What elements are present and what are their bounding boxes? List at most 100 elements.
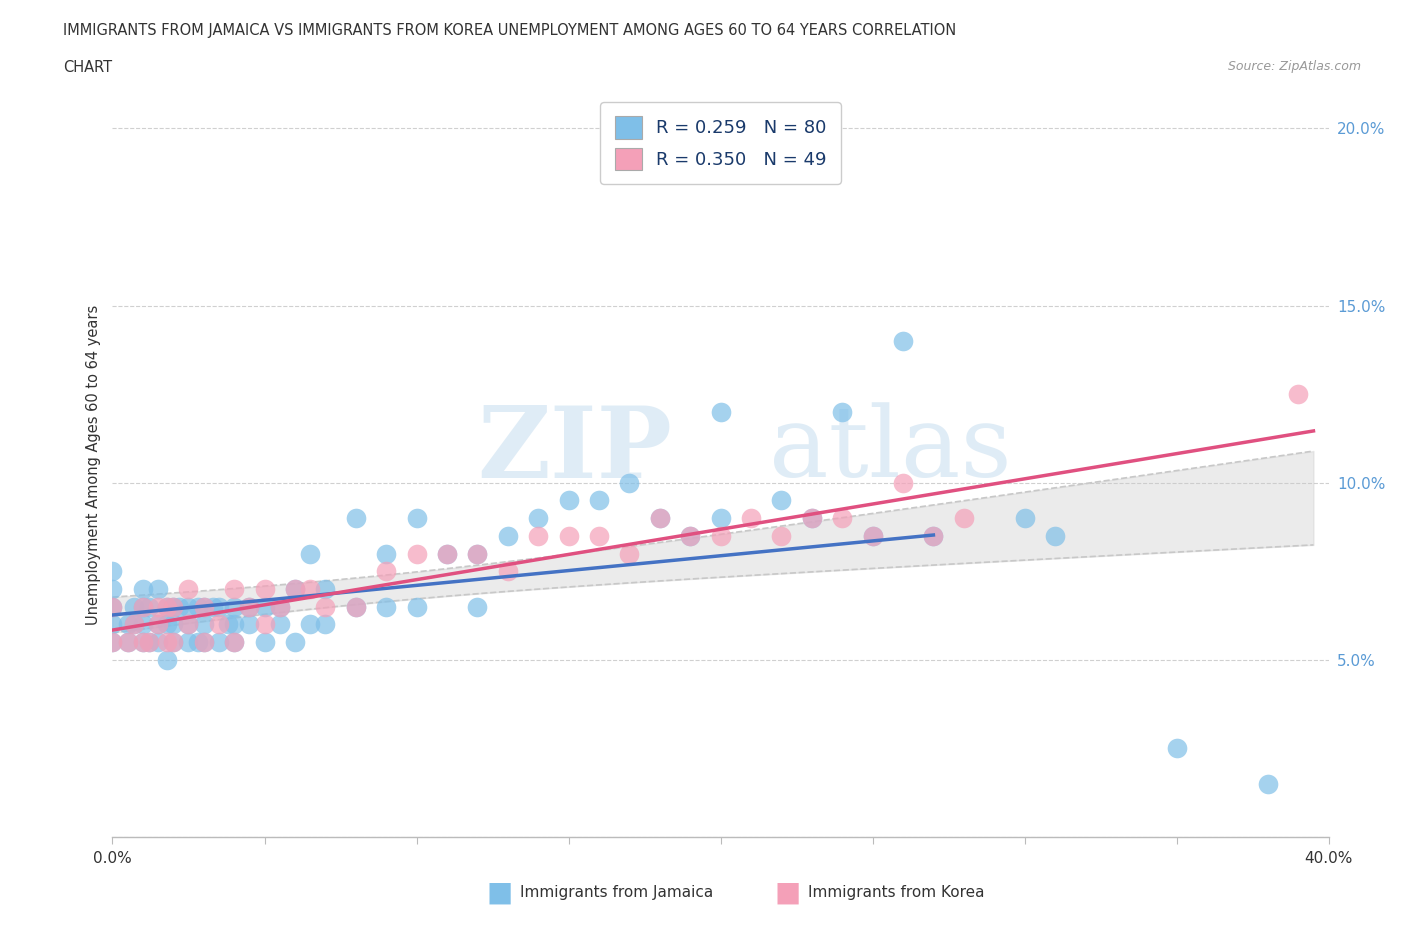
Point bbox=[405, 546, 427, 561]
Point bbox=[527, 528, 550, 543]
Point bbox=[299, 617, 322, 631]
Point bbox=[375, 564, 398, 578]
Text: atlas: atlas bbox=[769, 402, 1012, 498]
Point bbox=[208, 634, 231, 649]
Point bbox=[527, 511, 550, 525]
Point bbox=[269, 617, 291, 631]
Text: Immigrants from Korea: Immigrants from Korea bbox=[808, 885, 986, 900]
Point bbox=[299, 581, 322, 596]
Point bbox=[253, 581, 276, 596]
Point bbox=[101, 599, 124, 614]
Point bbox=[284, 581, 307, 596]
Text: CHART: CHART bbox=[63, 60, 112, 75]
Point bbox=[101, 634, 124, 649]
Point bbox=[496, 528, 519, 543]
Point bbox=[177, 617, 200, 631]
Point bbox=[496, 564, 519, 578]
Point bbox=[588, 493, 610, 508]
Point bbox=[557, 528, 579, 543]
Point bbox=[193, 617, 215, 631]
Point bbox=[162, 599, 184, 614]
Point bbox=[117, 634, 139, 649]
Text: ZIP: ZIP bbox=[477, 402, 672, 498]
Point bbox=[299, 546, 322, 561]
Point bbox=[132, 617, 155, 631]
Point bbox=[101, 617, 124, 631]
Y-axis label: Unemployment Among Ages 60 to 64 years: Unemployment Among Ages 60 to 64 years bbox=[86, 305, 101, 625]
Point bbox=[201, 599, 224, 614]
Point bbox=[132, 634, 155, 649]
Point bbox=[132, 599, 155, 614]
Point bbox=[922, 528, 945, 543]
Point bbox=[101, 599, 124, 614]
Point bbox=[253, 617, 276, 631]
Point bbox=[238, 599, 260, 614]
Point bbox=[436, 546, 458, 561]
Point bbox=[740, 511, 762, 525]
Point bbox=[1014, 511, 1036, 525]
Point bbox=[101, 634, 124, 649]
Text: ■: ■ bbox=[486, 879, 512, 907]
Point bbox=[344, 511, 367, 525]
Point bbox=[269, 599, 291, 614]
Point bbox=[132, 581, 155, 596]
Point bbox=[177, 599, 200, 614]
Point bbox=[679, 528, 702, 543]
Point bbox=[193, 634, 215, 649]
Point bbox=[709, 405, 731, 419]
Point bbox=[465, 599, 489, 614]
Point bbox=[146, 581, 169, 596]
Point bbox=[156, 599, 179, 614]
Point bbox=[891, 475, 914, 490]
Point bbox=[679, 528, 702, 543]
Point bbox=[222, 634, 246, 649]
Point bbox=[238, 599, 260, 614]
Point bbox=[217, 617, 239, 631]
Point bbox=[648, 511, 671, 525]
Point bbox=[405, 599, 427, 614]
Point bbox=[117, 634, 139, 649]
Point bbox=[770, 493, 793, 508]
Point bbox=[101, 564, 124, 578]
Point bbox=[1166, 741, 1188, 756]
Point bbox=[891, 334, 914, 349]
Point bbox=[122, 599, 145, 614]
Point bbox=[269, 599, 291, 614]
Text: IMMIGRANTS FROM JAMAICA VS IMMIGRANTS FROM KOREA UNEMPLOYMENT AMONG AGES 60 TO 6: IMMIGRANTS FROM JAMAICA VS IMMIGRANTS FR… bbox=[63, 23, 956, 38]
Point bbox=[132, 599, 155, 614]
Point bbox=[169, 599, 191, 614]
Point bbox=[222, 617, 246, 631]
Point bbox=[862, 528, 884, 543]
Point bbox=[253, 599, 276, 614]
Point bbox=[375, 546, 398, 561]
Point bbox=[284, 581, 307, 596]
Point bbox=[177, 617, 200, 631]
Point bbox=[436, 546, 458, 561]
Point bbox=[314, 599, 336, 614]
Point bbox=[101, 581, 124, 596]
Point bbox=[222, 599, 246, 614]
Point bbox=[156, 653, 179, 668]
Point bbox=[187, 634, 209, 649]
Point bbox=[1043, 528, 1066, 543]
Point bbox=[162, 617, 184, 631]
Point bbox=[800, 511, 823, 525]
Legend: R = 0.259   N = 80, R = 0.350   N = 49: R = 0.259 N = 80, R = 0.350 N = 49 bbox=[600, 102, 841, 184]
Point bbox=[375, 599, 398, 614]
Point bbox=[1286, 387, 1309, 402]
Point bbox=[344, 599, 367, 614]
Point bbox=[138, 599, 160, 614]
Point bbox=[862, 528, 884, 543]
Point bbox=[314, 617, 336, 631]
Point bbox=[800, 511, 823, 525]
Point bbox=[557, 493, 579, 508]
Point bbox=[238, 617, 260, 631]
Point bbox=[222, 581, 246, 596]
Point bbox=[770, 528, 793, 543]
Point bbox=[284, 634, 307, 649]
Point bbox=[465, 546, 489, 561]
Point bbox=[193, 599, 215, 614]
Point bbox=[193, 599, 215, 614]
Point bbox=[138, 634, 160, 649]
Point bbox=[177, 581, 200, 596]
